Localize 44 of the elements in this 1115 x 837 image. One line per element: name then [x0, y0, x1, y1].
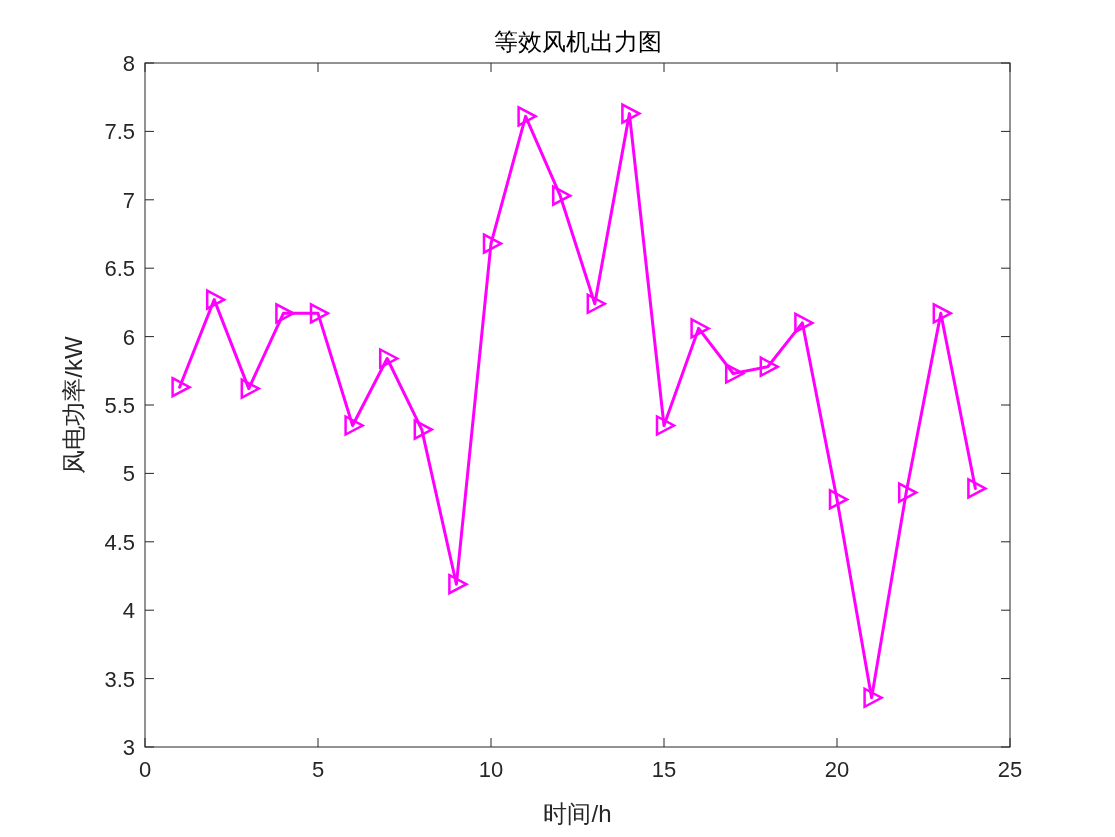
- point: [448, 573, 468, 595]
- point: [932, 303, 953, 324]
- x-tick-label: 5: [311, 757, 325, 782]
- x-tick-label: 20: [824, 757, 850, 782]
- x-tick-label: 25: [997, 757, 1023, 782]
- point: [967, 478, 987, 499]
- point: [828, 489, 849, 510]
- point: [655, 415, 676, 436]
- point: [863, 687, 883, 708]
- point: [794, 312, 814, 334]
- point: [621, 103, 641, 124]
- x-tick-label: 0: [138, 757, 152, 782]
- x-tick-label: 15: [651, 757, 677, 782]
- point: [309, 303, 330, 324]
- y-tick-label: 8: [122, 51, 135, 76]
- point: [586, 293, 607, 315]
- y-tick-label: 5: [122, 461, 135, 487]
- y-tick-label: 7: [122, 187, 135, 213]
- point: [240, 378, 261, 399]
- point: [344, 415, 364, 436]
- point: [378, 348, 399, 369]
- point: [171, 376, 191, 398]
- y-tick-label: 7.5: [104, 119, 135, 145]
- point: [413, 419, 434, 440]
- point: [551, 185, 572, 206]
- y-tick-label: 3: [122, 735, 135, 760]
- y-tick-label: 3.5: [104, 666, 135, 692]
- point: [690, 318, 710, 339]
- chart-title: 等效风机出力图: [493, 28, 662, 55]
- y-tick-label: 6: [122, 324, 135, 350]
- point: [759, 356, 780, 377]
- y-tick-label: 4.5: [104, 529, 135, 555]
- x-tick-label: 10: [478, 757, 504, 782]
- point: [517, 106, 537, 127]
- point: [482, 233, 503, 254]
- y-tick-label: 6.5: [104, 256, 135, 282]
- y-tick-label: 4: [122, 598, 135, 624]
- point: [275, 303, 295, 324]
- point: [205, 289, 226, 310]
- x-axis-title: 时间/h: [543, 800, 612, 827]
- point: [897, 482, 918, 503]
- y-axis-title: 风电功率/kW: [60, 336, 87, 474]
- point: [724, 363, 745, 384]
- y-tick-label: 5.5: [104, 393, 135, 418]
